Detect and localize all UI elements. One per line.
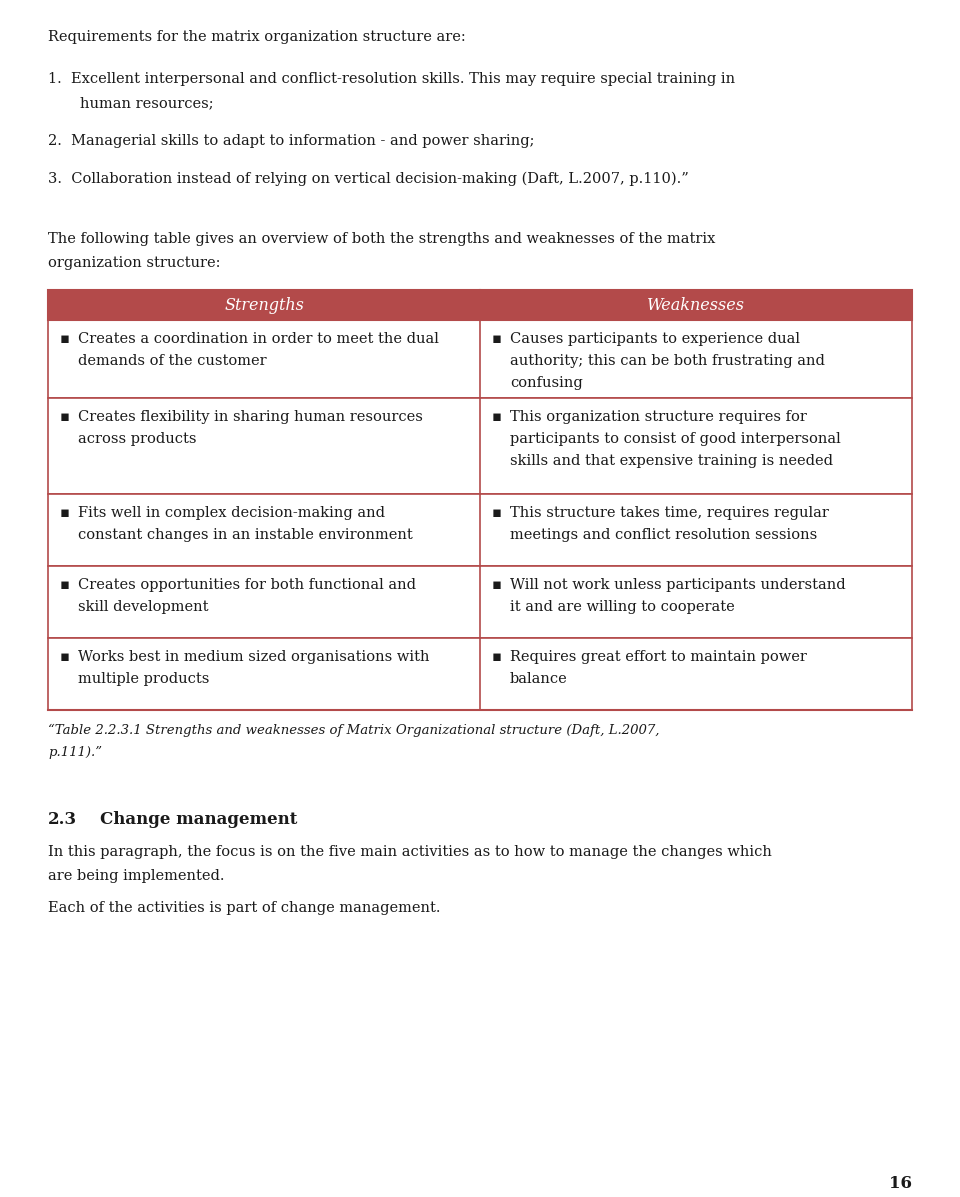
- Text: across products: across products: [78, 432, 197, 446]
- Text: 2.3: 2.3: [48, 812, 77, 828]
- Text: This structure takes time, requires regular: This structure takes time, requires regu…: [510, 506, 828, 519]
- Text: Will not work unless participants understand: Will not work unless participants unders…: [510, 578, 846, 593]
- Text: participants to consist of good interpersonal: participants to consist of good interper…: [510, 432, 841, 446]
- Text: ▪: ▪: [60, 650, 70, 664]
- Text: ▪: ▪: [492, 411, 502, 424]
- Text: 16: 16: [889, 1175, 912, 1192]
- Text: This organization structure requires for: This organization structure requires for: [510, 411, 806, 424]
- Text: Change management: Change management: [100, 812, 298, 828]
- Bar: [48, 494, 912, 566]
- Text: 1.  Excellent interpersonal and conflict-resolution skills. This may require spe: 1. Excellent interpersonal and conflict-…: [48, 72, 735, 86]
- Text: Creates opportunities for both functional and: Creates opportunities for both functiona…: [78, 578, 416, 593]
- Text: “Table 2.2.3.1 Strengths and weaknesses of Matrix Organizational structure (Daft: “Table 2.2.3.1 Strengths and weaknesses …: [48, 724, 660, 737]
- Bar: [48, 566, 912, 638]
- Text: In this paragraph, the focus is on the five main activities as to how to manage : In this paragraph, the focus is on the f…: [48, 845, 772, 859]
- Text: Creates flexibility in sharing human resources: Creates flexibility in sharing human res…: [78, 411, 422, 424]
- Bar: [48, 320, 912, 397]
- Text: balance: balance: [510, 672, 567, 686]
- Text: ▪: ▪: [60, 578, 70, 593]
- Text: Each of the activities is part of change management.: Each of the activities is part of change…: [48, 901, 441, 915]
- Text: ▪: ▪: [492, 332, 502, 346]
- Text: Requirements for the matrix organization structure are:: Requirements for the matrix organization…: [48, 30, 466, 44]
- Text: human resources;: human resources;: [80, 96, 214, 110]
- Text: The following table gives an overview of both the strengths and weaknesses of th: The following table gives an overview of…: [48, 232, 715, 247]
- Bar: [48, 638, 912, 710]
- Text: ▪: ▪: [60, 506, 70, 519]
- Text: are being implemented.: are being implemented.: [48, 869, 225, 883]
- Text: ▪: ▪: [60, 411, 70, 424]
- Text: 3.  Collaboration instead of relying on vertical decision-making (Daft, L.2007, : 3. Collaboration instead of relying on v…: [48, 172, 688, 187]
- Text: authority; this can be both frustrating and: authority; this can be both frustrating …: [510, 354, 825, 367]
- Text: ▪: ▪: [492, 506, 502, 519]
- Text: demands of the customer: demands of the customer: [78, 354, 267, 367]
- Text: Causes participants to experience dual: Causes participants to experience dual: [510, 332, 800, 346]
- Text: meetings and conflict resolution sessions: meetings and conflict resolution session…: [510, 528, 817, 542]
- Text: ▪: ▪: [492, 650, 502, 664]
- Text: ▪: ▪: [60, 332, 70, 346]
- Text: p.111).”: p.111).”: [48, 746, 102, 759]
- Text: multiple products: multiple products: [78, 672, 209, 686]
- Text: skill development: skill development: [78, 600, 208, 614]
- Text: ▪: ▪: [492, 578, 502, 593]
- Text: it and are willing to cooperate: it and are willing to cooperate: [510, 600, 734, 614]
- Text: skills and that expensive training is needed: skills and that expensive training is ne…: [510, 454, 833, 468]
- Text: 2.  Managerial skills to adapt to information - and power sharing;: 2. Managerial skills to adapt to informa…: [48, 134, 535, 148]
- Bar: [48, 397, 912, 494]
- Text: Weaknesses: Weaknesses: [647, 297, 745, 314]
- Text: Requires great effort to maintain power: Requires great effort to maintain power: [510, 650, 806, 664]
- Text: constant changes in an instable environment: constant changes in an instable environm…: [78, 528, 413, 542]
- Text: organization structure:: organization structure:: [48, 256, 221, 271]
- Text: Creates a coordination in order to meet the dual: Creates a coordination in order to meet …: [78, 332, 439, 346]
- Bar: [48, 290, 912, 320]
- Text: Fits well in complex decision-making and: Fits well in complex decision-making and: [78, 506, 385, 519]
- Text: confusing: confusing: [510, 376, 583, 390]
- Text: Works best in medium sized organisations with: Works best in medium sized organisations…: [78, 650, 429, 664]
- Text: Strengths: Strengths: [224, 297, 304, 314]
